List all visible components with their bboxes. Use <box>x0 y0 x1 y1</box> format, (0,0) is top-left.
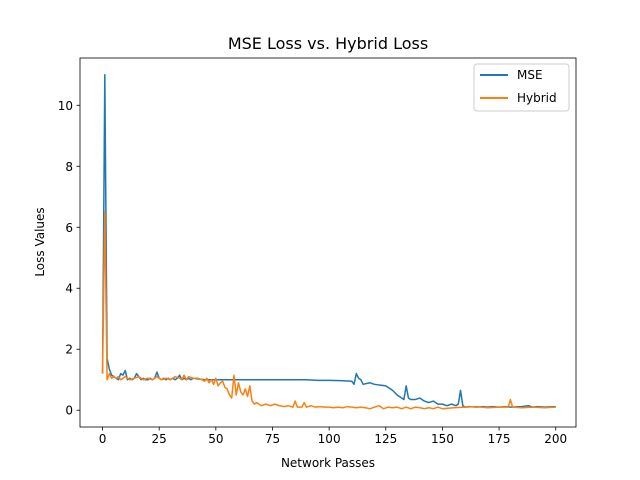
x-tick-label: 25 <box>152 432 167 446</box>
y-axis-label: Loss Values <box>33 207 47 276</box>
x-tick-label: 125 <box>374 432 397 446</box>
y-axis-ticks: 0 2 4 6 8 10 <box>58 99 80 418</box>
series-lines <box>101 74 556 410</box>
x-tick-label: 200 <box>544 432 567 446</box>
y-tick-label: 0 <box>65 404 73 418</box>
legend: MSE Hybrid <box>473 63 570 112</box>
x-tick-label: 0 <box>99 432 107 446</box>
y-tick-label: 4 <box>65 282 73 296</box>
x-tick-label: 150 <box>431 432 454 446</box>
x-tick-label: 75 <box>265 432 280 446</box>
legend-label-hybrid: Hybrid <box>517 91 557 105</box>
chart-title: MSE Loss vs. Hybrid Loss <box>228 34 428 53</box>
x-tick-label: 100 <box>318 432 341 446</box>
y-tick-label: 2 <box>65 343 73 357</box>
x-axis-ticks: 0 25 50 75 100 125 150 175 200 <box>99 427 567 446</box>
series-line-hybrid <box>101 211 556 410</box>
y-tick-label: 8 <box>65 160 73 174</box>
x-tick-label: 175 <box>488 432 511 446</box>
y-tick-label: 6 <box>65 221 73 235</box>
plot-frame <box>79 57 577 428</box>
y-tick-label: 10 <box>58 99 73 113</box>
legend-label-mse: MSE <box>517 68 543 82</box>
x-tick-label: 50 <box>208 432 223 446</box>
x-axis-label: Network Passes <box>281 456 375 470</box>
